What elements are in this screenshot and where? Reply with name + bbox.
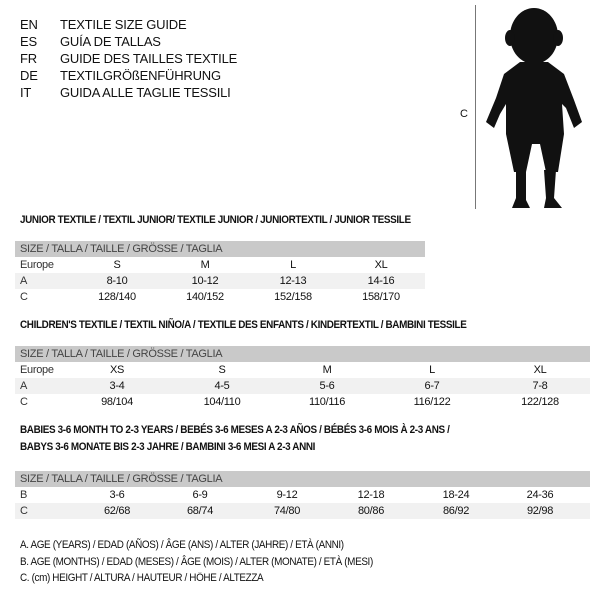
- table-header: SIZE / TALLA / TAILLE / GRÖSSE / TAGLIA: [15, 241, 425, 257]
- table-cell: 3-4: [109, 380, 125, 392]
- table-cell: 116/122: [413, 396, 451, 408]
- table-cell: S: [113, 259, 121, 271]
- size-table: SIZE / TALLA / TAILLE / GRÖSSE / TAGLIA E…: [15, 241, 425, 305]
- row-label: C: [20, 291, 28, 303]
- table-cell: 122/128: [521, 396, 559, 408]
- language-code: DE: [20, 68, 38, 83]
- legend-note: C. (cm) HEIGHT / ALTURA / HAUTEUR / HÖHE…: [20, 572, 264, 584]
- table-cell: 80/86: [357, 505, 385, 517]
- table-cell: 24-36: [526, 489, 554, 501]
- table-row: C 62/68 68/74 74/80 80/86 86/92 92/98: [15, 503, 590, 519]
- language-text: GUIDE DES TAILLES TEXTILE: [60, 51, 238, 66]
- table-cell: 7-8: [532, 380, 548, 392]
- table-header: SIZE / TALLA / TAILLE / GRÖSSE / TAGLIA: [15, 346, 590, 362]
- table-cell: 68/74: [186, 505, 214, 517]
- legend-note: B. AGE (MONTHS) / EDAD (MESES) / ÂGE (MO…: [20, 555, 373, 568]
- table-cell: 158/170: [362, 291, 400, 303]
- table-title: JUNIOR TEXTILE / TEXTIL JUNIOR/ TEXTILE …: [20, 214, 411, 226]
- language-code: IT: [20, 85, 32, 100]
- table-cell: 14-16: [367, 275, 395, 287]
- table-cell: XL: [533, 364, 547, 376]
- table-cell: 10-12: [191, 275, 219, 287]
- table-row: A 3-4 4-5 5-6 6-7 7-8: [15, 378, 590, 394]
- height-line: [475, 5, 476, 209]
- table-row: Europe XS S M L XL: [15, 362, 590, 378]
- table-cell: 6-9: [192, 489, 208, 501]
- language-code: ES: [20, 34, 37, 49]
- table-row: Europe S M L XL: [15, 257, 425, 273]
- table-cell: 3-6: [109, 489, 125, 501]
- table-cell: XS: [109, 364, 125, 376]
- table-cell: 110/116: [308, 396, 346, 408]
- row-label: C: [20, 505, 28, 517]
- row-label: Europe: [20, 259, 54, 271]
- row-label: C: [20, 396, 28, 408]
- table-cell: M: [200, 259, 210, 271]
- size-table: SIZE / TALLA / TAILLE / GRÖSSE / TAGLIA B…: [15, 471, 590, 519]
- language-title: DE TEXTILGRÖßENFÜHRUNG: [20, 67, 221, 84]
- child-silhouette-icon: [486, 8, 582, 208]
- language-text: GUÍA DE TALLAS: [60, 34, 161, 49]
- table-cell: 12-13: [279, 275, 307, 287]
- table-cell: 98/104: [101, 396, 133, 408]
- table-row: A 8-10 10-12 12-13 14-16: [15, 273, 425, 289]
- language-text: TEXTILGRÖßENFÜHRUNG: [60, 68, 221, 83]
- table-cell: 18-24: [442, 489, 470, 501]
- table-cell: 74/80: [273, 505, 301, 517]
- row-label: A: [20, 380, 28, 392]
- table-cell: 9-12: [276, 489, 298, 501]
- language-title: ES GUÍA DE TALLAS: [20, 33, 161, 50]
- table-cell: 12-18: [357, 489, 385, 501]
- table-header: SIZE / TALLA / TAILLE / GRÖSSE / TAGLIA: [15, 471, 590, 487]
- table-cell: 4-5: [214, 380, 230, 392]
- table-cell: 5-6: [319, 380, 335, 392]
- language-text: TEXTILE SIZE GUIDE: [60, 17, 187, 32]
- table-cell: 140/152: [186, 291, 224, 303]
- language-title: IT GUIDA ALLE TAGLIE TESSILI: [20, 84, 231, 101]
- table-row: C 98/104 104/110 110/116 116/122 122/128: [15, 394, 590, 410]
- table-cell: S: [218, 364, 226, 376]
- table-cell: L: [429, 364, 435, 376]
- table-cell: 152/158: [274, 291, 312, 303]
- language-text: GUIDA ALLE TAGLIE TESSILI: [60, 85, 231, 100]
- table-cell: 92/98: [526, 505, 554, 517]
- table-cell: L: [290, 259, 296, 271]
- size-table: SIZE / TALLA / TAILLE / GRÖSSE / TAGLIA E…: [15, 346, 590, 410]
- language-title: FR GUIDE DES TAILLES TEXTILE: [20, 50, 237, 67]
- table-title: CHILDREN'S TEXTILE / TEXTIL NIÑO/A / TEX…: [20, 319, 467, 331]
- table-cell: 104/110: [203, 396, 241, 408]
- row-label: A: [20, 275, 28, 287]
- language-code: FR: [20, 51, 37, 66]
- row-label: B: [20, 489, 28, 501]
- height-label: C: [460, 108, 468, 120]
- table-title: BABIES 3-6 MONTH TO 2-3 YEARS / BEBÉS 3-…: [20, 424, 450, 436]
- table-row: C 128/140 140/152 152/158 158/170: [15, 289, 425, 305]
- table-cell: 128/140: [98, 291, 136, 303]
- row-label: Europe: [20, 364, 54, 376]
- table-cell: 6-7: [424, 380, 440, 392]
- table-cell: 62/68: [103, 505, 131, 517]
- table-cell: M: [322, 364, 332, 376]
- table-row: B 3-6 6-9 9-12 12-18 18-24 24-36: [15, 487, 590, 503]
- language-title: EN TEXTILE SIZE GUIDE: [20, 16, 187, 33]
- table-cell: 86/92: [442, 505, 470, 517]
- language-code: EN: [20, 17, 38, 32]
- legend-note: A. AGE (YEARS) / EDAD (AÑOS) / ÂGE (ANS)…: [20, 539, 344, 551]
- table-cell: 8-10: [106, 275, 128, 287]
- table-title-line2: BABYS 3-6 MONATE BIS 2-3 JAHRE / BAMBINI…: [20, 441, 316, 453]
- table-cell: XL: [374, 259, 388, 271]
